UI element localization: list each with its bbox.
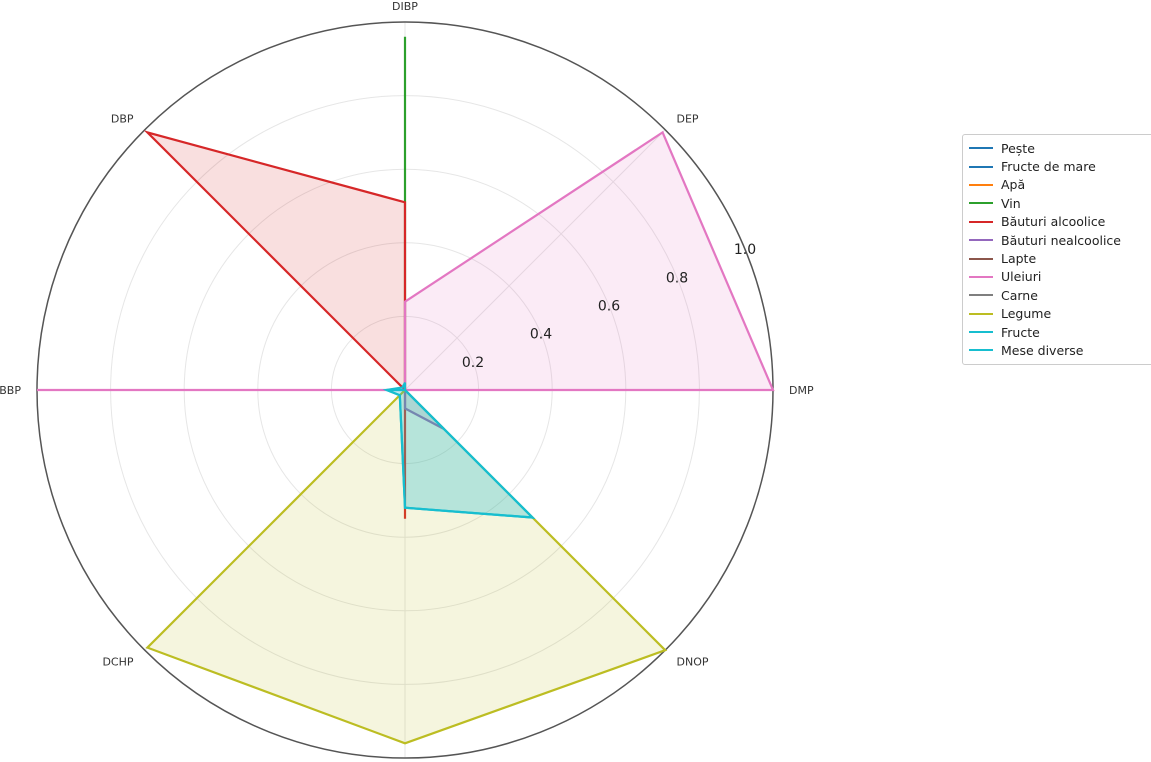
grid-spoke-dep (404, 129, 666, 391)
axis-label-dmp: DMP (789, 384, 814, 397)
tick-label-2: 0.4 (530, 327, 552, 343)
legend-swatch-2 (969, 165, 993, 168)
legend-swatch-5 (969, 220, 993, 223)
legend-swatch-8 (969, 275, 993, 278)
legend-item-7: Lapte (969, 249, 1151, 267)
tick-label-5: 1.0 (734, 242, 756, 258)
legend-swatch-12 (969, 349, 993, 352)
series-10-line (145, 388, 668, 745)
legend-label-2: Fructe de mare (1001, 159, 1096, 175)
radar-series (37, 36, 775, 745)
legend-item-10: Legume (969, 305, 1151, 323)
series-12-line (382, 382, 536, 519)
axis-label-dchp: DCHP (102, 656, 133, 669)
series-12-fill (386, 382, 533, 518)
series-10-fill (147, 390, 666, 744)
legend-swatch-9 (969, 294, 993, 297)
legend-item-9: Carne (969, 286, 1151, 304)
legend-label-8: Uleiuri (1001, 269, 1042, 285)
series-8-fill (37, 132, 773, 390)
axis-labels: DIBPDEPDMPDNOPDEHPDCHPBBPDBP (0, 0, 814, 669)
legend-item-8: Uleiuri (969, 268, 1151, 286)
legend-label-7: Lapte (1001, 251, 1037, 267)
legend-label-6: Băuturi nealcoolice (1001, 232, 1121, 248)
legend-item-5: Băuturi alcoolice (969, 213, 1151, 231)
legend-item-11: Fructe (969, 323, 1151, 341)
legend-label-10: Legume (1001, 306, 1052, 322)
tick-label-3: 0.6 (598, 299, 620, 315)
legend-item-2: Fructe de mare (969, 157, 1151, 175)
legend-item-1: Pește (969, 139, 1151, 157)
legend-item-3: Apă (969, 176, 1151, 194)
legend: Pește Fructe de mare Apă Vin Băuturi alcooli… (962, 134, 1151, 365)
legend-swatch-6 (969, 239, 993, 242)
axis-label-dbp: DBP (111, 113, 134, 126)
radial-tick-labels: 0.2 0.4 0.6 0.8 1.0 (462, 242, 756, 371)
axis-label-dep: DEP (677, 113, 699, 126)
legend-item-4: Vin (969, 194, 1151, 212)
tick-label-1: 0.2 (462, 355, 484, 371)
legend-swatch-11 (969, 331, 993, 334)
tick-label-4: 0.8 (666, 270, 688, 286)
legend-swatch-4 (969, 202, 993, 205)
legend-label-1: Pește (1001, 140, 1035, 156)
legend-label-12: Mese diverse (1001, 342, 1084, 358)
radar-chart: DIBPDEPDMPDNOPDEHPDCHPBBPDBP 0.20.40.60.… (0, 0, 814, 759)
series-5-fill (147, 132, 405, 519)
legend-label-3: Apă (1001, 177, 1026, 193)
axis-label-dnop: DNOP (677, 656, 709, 669)
legend-label-4: Vin (1001, 195, 1021, 211)
series-11-fill (386, 390, 533, 518)
legend-label-5: Băuturi alcoolice (1001, 214, 1106, 230)
legend-label-9: Carne (1001, 287, 1038, 303)
legend-swatch-7 (969, 257, 993, 260)
legend-label-11: Fructe (1001, 324, 1040, 340)
legend-item-12: Mese diverse (969, 341, 1151, 359)
axis-label-bbp: BBP (0, 384, 21, 397)
legend-swatch-3 (969, 183, 993, 186)
legend-item-6: Băuturi nealcoolice (969, 231, 1151, 249)
axis-label-dibp: DIBP (392, 0, 418, 13)
legend-swatch-10 (969, 312, 993, 315)
legend-swatch-1 (969, 147, 993, 150)
